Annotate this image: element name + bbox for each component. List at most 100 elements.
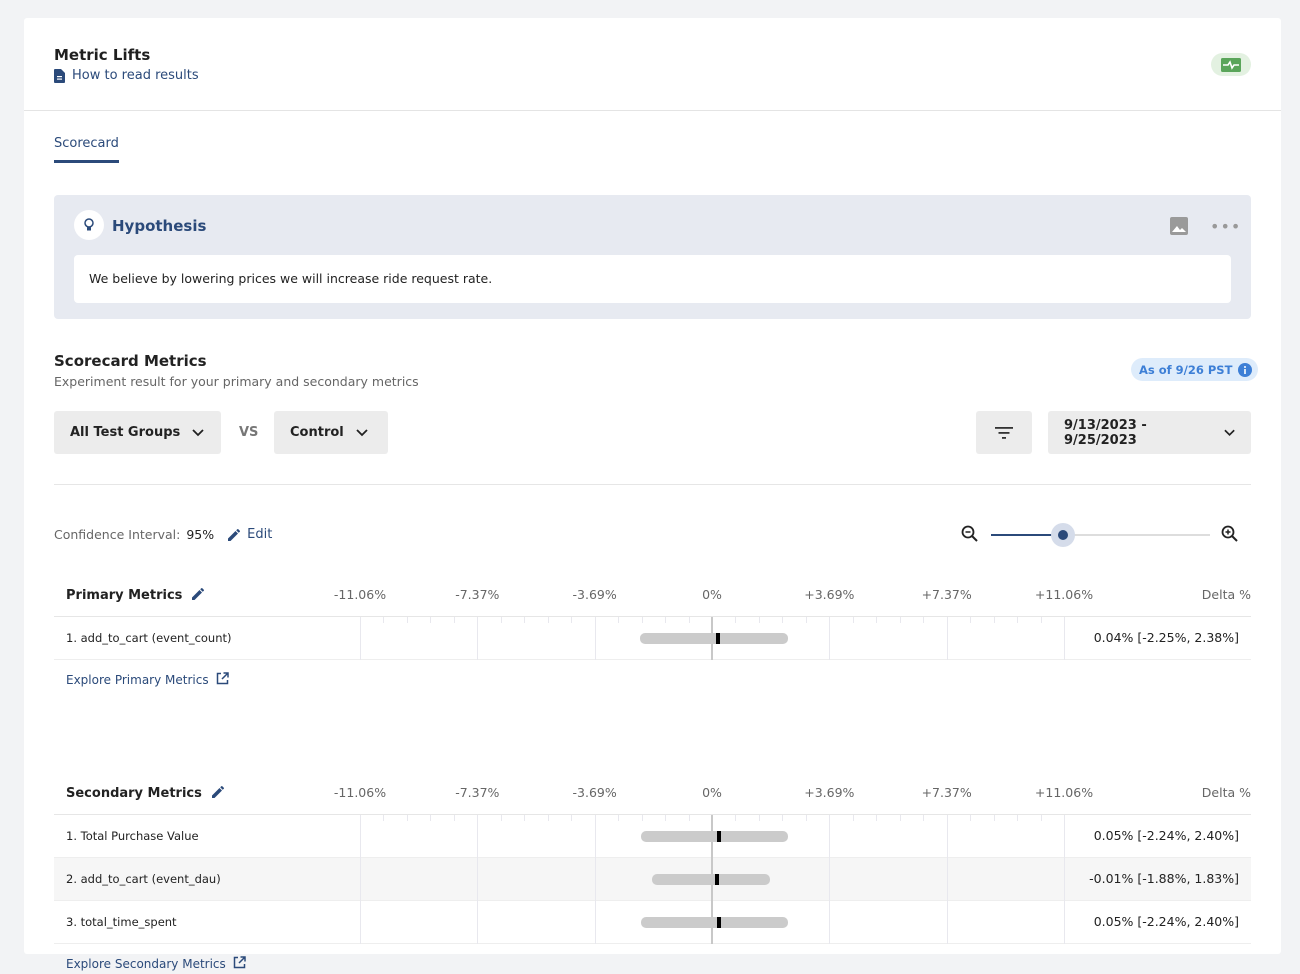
gridline — [829, 901, 831, 944]
zoom-slider-track[interactable] — [991, 534, 1210, 536]
metric-row: 1. Total Purchase Value 0.05% [-2.24%, 2.… — [54, 815, 1251, 858]
metric-row: 2. add_to_cart (event_dau) -0.01% [-1.88%… — [54, 858, 1251, 901]
axis-tick-label: +3.69% — [804, 587, 855, 602]
axis-tick-label: -3.69% — [572, 587, 617, 602]
gridline — [1064, 815, 1065, 858]
minor-tick — [688, 815, 690, 821]
zoom-slider-handle[interactable] — [1058, 530, 1069, 540]
vs-label: VS — [239, 425, 259, 440]
hypothesis-text: We believe by lowering prices we will in… — [74, 255, 1231, 303]
edit-ci-button[interactable]: Edit — [228, 527, 272, 542]
delta-value: 0.05% [-2.24%, 2.40%] — [1093, 828, 1239, 843]
gridline — [1064, 901, 1065, 944]
minor-tick — [1040, 617, 1042, 623]
minor-tick — [758, 617, 760, 623]
metric-row: 1. add_to_cart (event_count) 0.04% [-2.25… — [54, 617, 1251, 660]
gridline — [946, 901, 948, 944]
gridline — [360, 617, 361, 660]
gridline — [360, 858, 361, 901]
as-of-badge[interactable]: As of 9/26 PST — [1131, 358, 1259, 381]
section-header: Primary Metrics -11.06% -7.37% -3.69% 0% +3.6… — [54, 573, 1251, 623]
external-link-icon — [233, 956, 246, 972]
minor-tick — [665, 815, 667, 821]
minor-tick — [970, 815, 972, 821]
scorecard-metrics-subtitle: Experiment result for your primary and s… — [54, 374, 419, 389]
more-options-icon[interactable]: ••• — [1210, 217, 1242, 236]
minor-tick — [782, 815, 784, 821]
metric-lifts-card: Metric Lifts How to read results Scoreca… — [24, 18, 1281, 971]
hypothesis-panel: Hypothesis ••• We believe by lowering pr… — [54, 195, 1251, 319]
minor-tick — [641, 617, 643, 623]
minor-tick — [970, 617, 972, 623]
how-to-read-link[interactable]: How to read results — [54, 68, 199, 83]
minor-tick — [618, 617, 620, 623]
minor-tick — [688, 617, 690, 623]
metric-name[interactable]: 2. add_to_cart (event_dau) — [66, 872, 221, 886]
axis-tick-label: -7.37% — [455, 587, 500, 602]
gridline — [477, 617, 479, 660]
gridline — [946, 617, 948, 660]
minor-tick — [852, 815, 854, 821]
explore-label: Explore Secondary Metrics — [66, 957, 226, 971]
gridline — [477, 901, 479, 944]
zoom-in-icon[interactable] — [1221, 525, 1239, 543]
confidence-interval-bar — [640, 831, 789, 842]
gridline — [1064, 617, 1065, 660]
minor-tick — [453, 617, 455, 623]
zoom-slider-fill — [991, 534, 1064, 536]
section-title: Secondary Metrics — [66, 785, 225, 802]
axis-tick-label: -11.06% — [333, 785, 387, 800]
gridline — [594, 858, 596, 901]
point-estimate-marker — [716, 633, 721, 644]
minor-tick — [993, 815, 995, 821]
gridline — [829, 617, 831, 660]
minor-tick — [1040, 815, 1042, 821]
ci-label: Confidence Interval: — [54, 527, 181, 542]
gridline — [946, 858, 948, 901]
minor-tick — [641, 815, 643, 821]
minor-tick — [993, 617, 995, 623]
gridline — [477, 815, 479, 858]
filter-icon — [995, 426, 1013, 439]
explore-metrics-link[interactable]: Explore Primary Metrics — [66, 672, 229, 688]
image-icon[interactable] — [1170, 217, 1188, 239]
info-icon — [1238, 362, 1253, 377]
filter-button[interactable] — [976, 411, 1032, 454]
point-estimate-marker — [716, 831, 721, 842]
status-badge[interactable] — [1211, 53, 1251, 76]
gridline — [594, 617, 596, 660]
explore-label: Explore Primary Metrics — [66, 673, 209, 687]
metric-name[interactable]: 1. add_to_cart (event_count) — [66, 631, 232, 645]
metric-row: 3. total_time_spent 0.05% [-2.24%, 2.40%] — [54, 901, 1251, 944]
gridline — [360, 815, 361, 858]
tab-scorecard[interactable]: Scorecard — [54, 136, 119, 163]
section-name: Secondary Metrics — [66, 786, 202, 801]
axis-tick-label: 0% — [702, 785, 722, 800]
explore-metrics-link[interactable]: Explore Secondary Metrics — [66, 956, 246, 972]
minor-tick — [406, 815, 408, 821]
metric-name[interactable]: 1. Total Purchase Value — [66, 829, 199, 843]
axis-tick-label: +7.37% — [921, 587, 972, 602]
date-range-dropdown[interactable]: 9/13/2023 - 9/25/2023 — [1048, 411, 1251, 454]
pencil-icon[interactable] — [211, 785, 225, 802]
zoom-out-icon[interactable] — [961, 525, 979, 543]
delta-value: -0.01% [-1.88%, 1.83%] — [1089, 871, 1239, 886]
pulse-icon — [1221, 57, 1241, 72]
control-dropdown[interactable]: Control — [274, 411, 388, 454]
minor-tick — [571, 815, 573, 821]
metric-name[interactable]: 3. total_time_spent — [66, 915, 177, 929]
page-title: Metric Lifts — [54, 46, 151, 64]
pencil-icon[interactable] — [192, 587, 205, 604]
delta-value: 0.05% [-2.24%, 2.40%] — [1093, 914, 1239, 929]
minor-tick — [383, 815, 385, 821]
confidence-interval-bar — [640, 633, 788, 644]
axis-tick-label: 0% — [702, 587, 722, 602]
test-group-dropdown[interactable]: All Test Groups — [54, 411, 221, 454]
edit-label: Edit — [247, 527, 273, 542]
axis-tick-label: -11.06% — [333, 587, 387, 602]
section-name: Primary Metrics — [66, 588, 183, 603]
axis-tick-label: +11.06% — [1034, 587, 1094, 602]
delta-header: Delta % — [1201, 785, 1251, 800]
as-of-label: As of 9/26 PST — [1139, 362, 1233, 377]
chevron-down-icon — [356, 428, 368, 436]
